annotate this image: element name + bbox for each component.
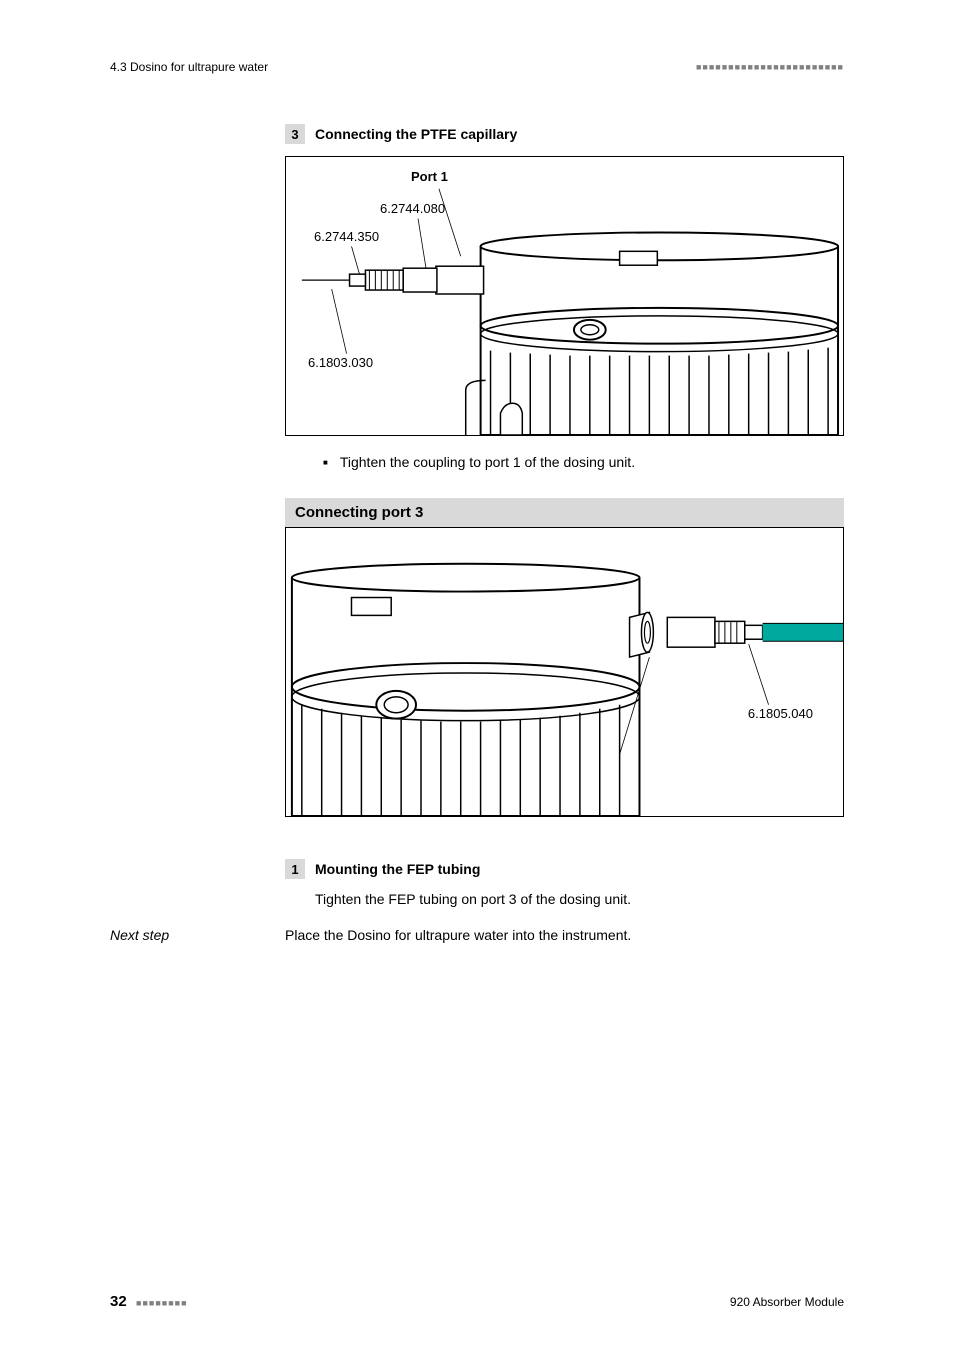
page-number: 32	[110, 1293, 127, 1310]
page-footer: 32 ■■■■■■■■ 920 Absorber Module	[110, 1293, 844, 1310]
step3-bullets: Tighten the coupling to port 1 of the do…	[323, 454, 844, 470]
bullet-item: Tighten the coupling to port 1 of the do…	[323, 454, 844, 470]
product-name: 920 Absorber Module	[730, 1295, 844, 1309]
step-number: 3	[285, 124, 305, 144]
section-title: 4.3 Dosino for ultrapure water	[110, 60, 268, 74]
next-step-label: Next step	[110, 927, 225, 943]
header-decor: ■■■■■■■■■■■■■■■■■■■■■■■	[696, 62, 844, 72]
footer-decor: ■■■■■■■■	[136, 1298, 188, 1308]
step-title: Connecting the PTFE capillary	[315, 126, 517, 142]
step-title: Mounting the FEP tubing	[315, 861, 480, 877]
diagram-port1: Port 1 6.2744.080 6.2744.350 6.1803.030	[285, 156, 844, 436]
next-step-text: Place the Dosino for ultrapure water int…	[285, 927, 631, 943]
diagram-port3: 6.1805.040 Port 3	[285, 527, 844, 817]
step-number: 1	[285, 859, 305, 879]
page-header: 4.3 Dosino for ultrapure water ■■■■■■■■■…	[110, 60, 844, 74]
section-connecting-port3: Connecting port 3	[285, 498, 844, 527]
step-3-heading: 3 Connecting the PTFE capillary	[285, 124, 844, 144]
step1-body: Tighten the FEP tubing on port 3 of the …	[315, 891, 844, 907]
next-step-row: Next step Place the Dosino for ultrapure…	[110, 927, 844, 943]
step-1-heading: 1 Mounting the FEP tubing	[285, 859, 844, 879]
